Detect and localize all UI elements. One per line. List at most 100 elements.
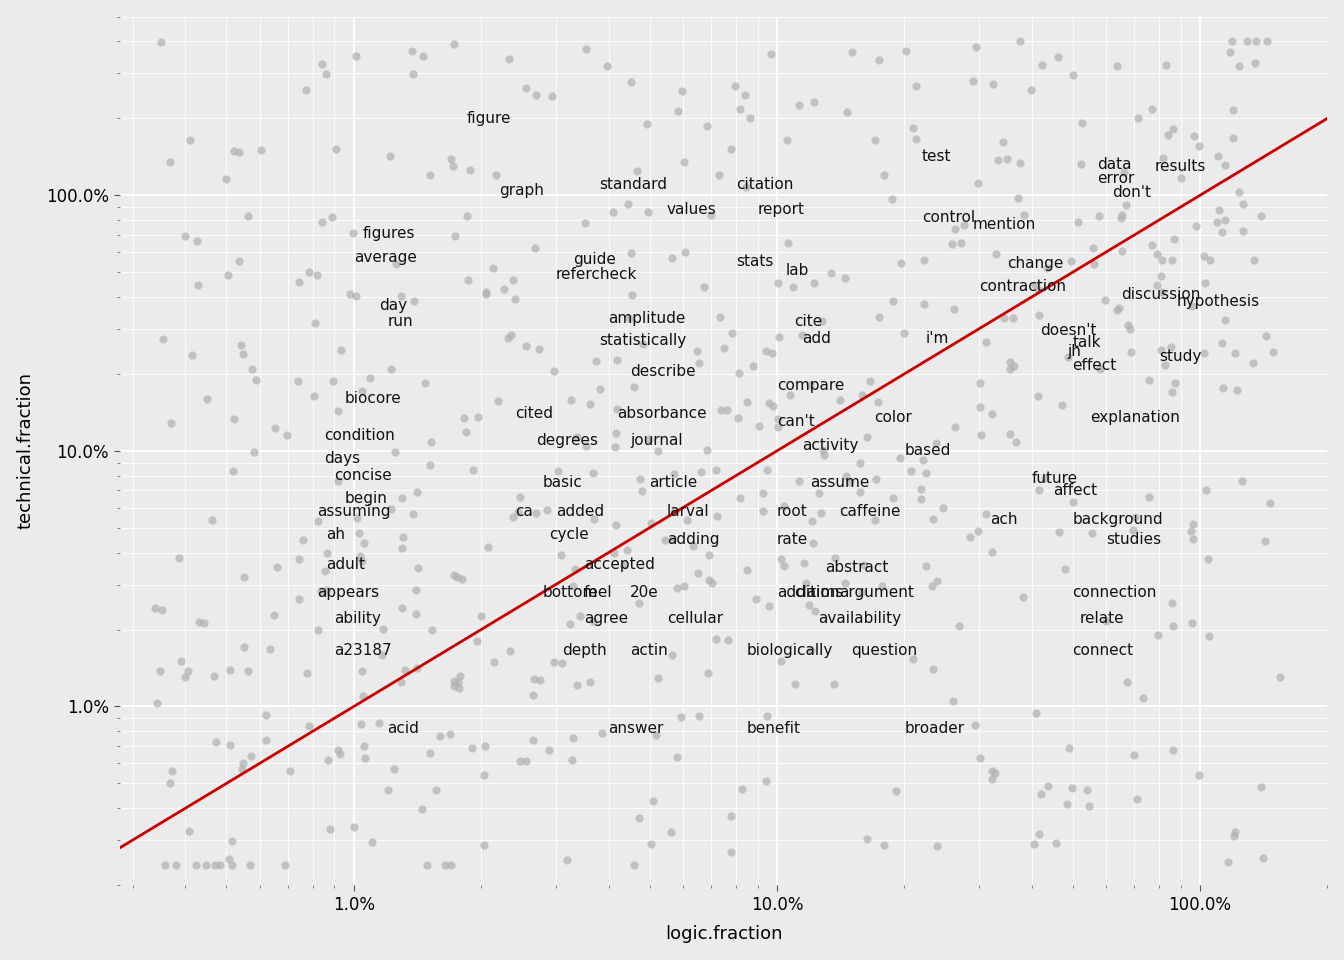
Point bbox=[602, 204, 624, 220]
Point bbox=[1027, 281, 1048, 297]
Point bbox=[945, 420, 966, 435]
Point bbox=[181, 348, 203, 363]
Point bbox=[661, 251, 683, 266]
Point bbox=[231, 761, 253, 777]
Point bbox=[188, 276, 210, 292]
Point bbox=[536, 502, 558, 517]
Point bbox=[352, 554, 374, 569]
Point bbox=[788, 97, 809, 112]
Point bbox=[737, 395, 758, 410]
Point bbox=[474, 738, 496, 754]
Text: answer: answer bbox=[609, 721, 664, 736]
Point bbox=[444, 673, 465, 688]
Point bbox=[688, 355, 710, 371]
Point bbox=[220, 833, 242, 849]
Point bbox=[1132, 690, 1153, 706]
Text: graph: graph bbox=[499, 183, 543, 199]
Point bbox=[1163, 122, 1184, 137]
Point bbox=[371, 648, 392, 663]
Point bbox=[559, 616, 581, 632]
Point bbox=[981, 406, 1003, 421]
Point bbox=[696, 442, 718, 457]
Point bbox=[379, 148, 401, 163]
Point bbox=[829, 392, 851, 407]
Point bbox=[312, 215, 333, 230]
Point bbox=[339, 286, 360, 301]
Point bbox=[913, 252, 934, 268]
Point bbox=[223, 143, 245, 158]
Point bbox=[788, 473, 809, 489]
Point bbox=[161, 763, 183, 779]
Text: based: based bbox=[905, 444, 950, 458]
Point bbox=[1161, 595, 1183, 611]
Point bbox=[1141, 237, 1163, 252]
Point bbox=[707, 509, 728, 524]
Point bbox=[349, 717, 371, 732]
Point bbox=[749, 419, 770, 434]
Point bbox=[242, 361, 263, 376]
Text: cited: cited bbox=[515, 406, 552, 421]
Point bbox=[851, 387, 872, 402]
Point bbox=[753, 504, 774, 519]
Text: lab: lab bbox=[786, 262, 809, 277]
Text: refercheck: refercheck bbox=[555, 267, 637, 282]
Point bbox=[1222, 34, 1243, 49]
Point bbox=[809, 486, 831, 501]
Point bbox=[516, 339, 538, 354]
Point bbox=[824, 550, 845, 565]
Text: basic: basic bbox=[543, 475, 583, 491]
Point bbox=[417, 857, 438, 873]
Point bbox=[645, 727, 667, 742]
Point bbox=[219, 662, 241, 678]
Point bbox=[360, 371, 382, 386]
Point bbox=[1214, 212, 1235, 228]
Point bbox=[493, 281, 515, 297]
Point bbox=[849, 484, 871, 499]
Point bbox=[453, 410, 474, 425]
Point bbox=[737, 563, 758, 578]
Point bbox=[160, 415, 181, 430]
Point bbox=[188, 614, 210, 630]
Point bbox=[274, 857, 296, 873]
Point bbox=[1028, 307, 1050, 323]
Point bbox=[1255, 328, 1277, 344]
Point bbox=[391, 491, 413, 506]
Point bbox=[969, 375, 991, 391]
Point bbox=[1138, 372, 1160, 388]
Point bbox=[237, 663, 258, 679]
Point bbox=[882, 293, 903, 308]
Point bbox=[1222, 103, 1243, 118]
Point bbox=[1199, 628, 1220, 643]
Point bbox=[1208, 203, 1230, 218]
Point bbox=[390, 288, 411, 303]
Point bbox=[874, 837, 895, 852]
Point bbox=[419, 167, 441, 182]
Point bbox=[243, 444, 265, 459]
Point bbox=[177, 663, 199, 679]
Point bbox=[391, 540, 413, 556]
Point bbox=[583, 512, 605, 527]
Point bbox=[823, 676, 844, 691]
Point bbox=[968, 523, 989, 539]
Point bbox=[773, 558, 794, 573]
Text: actin: actin bbox=[630, 643, 668, 659]
Point bbox=[867, 395, 888, 410]
Text: figure: figure bbox=[466, 110, 511, 126]
Point bbox=[853, 557, 875, 572]
Point bbox=[314, 564, 336, 579]
Point bbox=[696, 119, 718, 134]
Text: amplitude: amplitude bbox=[609, 311, 685, 325]
Point bbox=[1111, 207, 1133, 223]
Point bbox=[1231, 473, 1253, 489]
Text: larval: larval bbox=[667, 504, 710, 518]
Point bbox=[1000, 426, 1021, 442]
Point bbox=[636, 116, 657, 132]
Point bbox=[1224, 345, 1246, 360]
Point bbox=[1000, 354, 1021, 370]
Point bbox=[766, 275, 788, 290]
Point bbox=[1028, 389, 1050, 404]
Text: mention: mention bbox=[973, 217, 1036, 231]
Point bbox=[589, 381, 610, 396]
Point bbox=[312, 57, 333, 72]
Text: jh: jh bbox=[1067, 344, 1081, 359]
